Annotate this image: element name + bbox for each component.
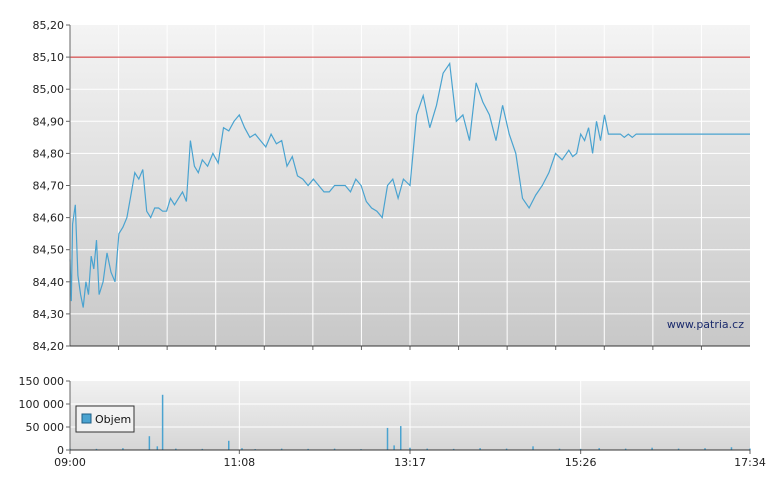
- price-y-tick-label: 84,30: [33, 308, 65, 321]
- volume-panel: 09:00 11:08 13:17 15:26 17:34 0 50 000 100 000 1…: [19, 375, 766, 469]
- price-y-tick-label: 84,50: [33, 244, 65, 257]
- legend-label: Objem: [95, 413, 131, 426]
- price-y-tick-label: 85,20: [33, 19, 65, 32]
- volume-legend: Objem: [75, 405, 135, 433]
- price-y-tick-label: 85,00: [33, 83, 65, 96]
- legend-swatch: [81, 413, 92, 424]
- x-tick-label: 17:34: [734, 456, 766, 469]
- volume-y-tick-label: 100 000: [19, 398, 65, 411]
- price-y-tick-label: 84,90: [33, 115, 65, 128]
- price-y-tick-label: 84,40: [33, 276, 65, 289]
- legend-box: [75, 405, 135, 433]
- price-series-line: [69, 61, 750, 308]
- volume-y-tick-label: 50 000: [26, 421, 65, 434]
- volume-y-tick-label: 0: [57, 444, 64, 457]
- watermark-text: www.patria.cz: [667, 318, 744, 331]
- price-y-tick-label: 84,80: [33, 147, 65, 160]
- price-panel: 84,20 84,30 84,40 84,50 84,60 84,70 84,80 84,90…: [33, 19, 750, 353]
- x-tick-label: 09:00: [54, 456, 86, 469]
- x-tick-label: 13:17: [394, 456, 426, 469]
- price-y-tick-label: 84,70: [33, 180, 65, 193]
- x-tick-label: 15:26: [565, 456, 597, 469]
- volume-y-tick-label: 150 000: [19, 375, 65, 388]
- x-tick-label: 11:08: [223, 456, 255, 469]
- price-y-tick-label: 84,20: [33, 340, 65, 353]
- price-y-tick-label: 84,60: [33, 212, 65, 225]
- price-y-tick-label: 85,10: [33, 51, 65, 64]
